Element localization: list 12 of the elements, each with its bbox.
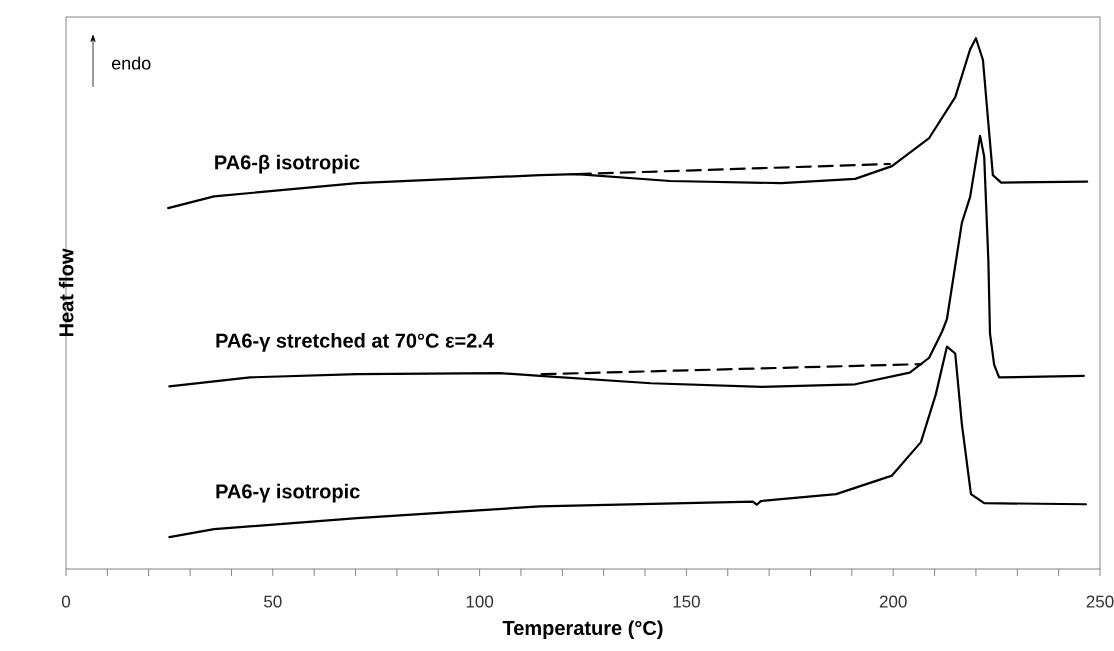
series-label: PA6-γ stretched at 70°C ε=2.4: [216, 333, 494, 352]
x-tick-label: 200: [879, 595, 907, 608]
x-axis-title: Temperature (°C): [502, 620, 663, 640]
series-label: PA6-γ isotropic: [216, 483, 360, 503]
x-tick-label: 0: [61, 595, 71, 608]
y-axis-title: Heat flow: [58, 248, 74, 337]
x-tick-label: 250: [1086, 595, 1114, 608]
x-tick-label: 150: [673, 595, 700, 608]
x-tick-label: 100: [466, 595, 494, 608]
x-tick-label: 50: [264, 595, 282, 608]
annotation: endo: [111, 56, 151, 70]
series-label: PA6-β isotropic: [215, 154, 360, 174]
